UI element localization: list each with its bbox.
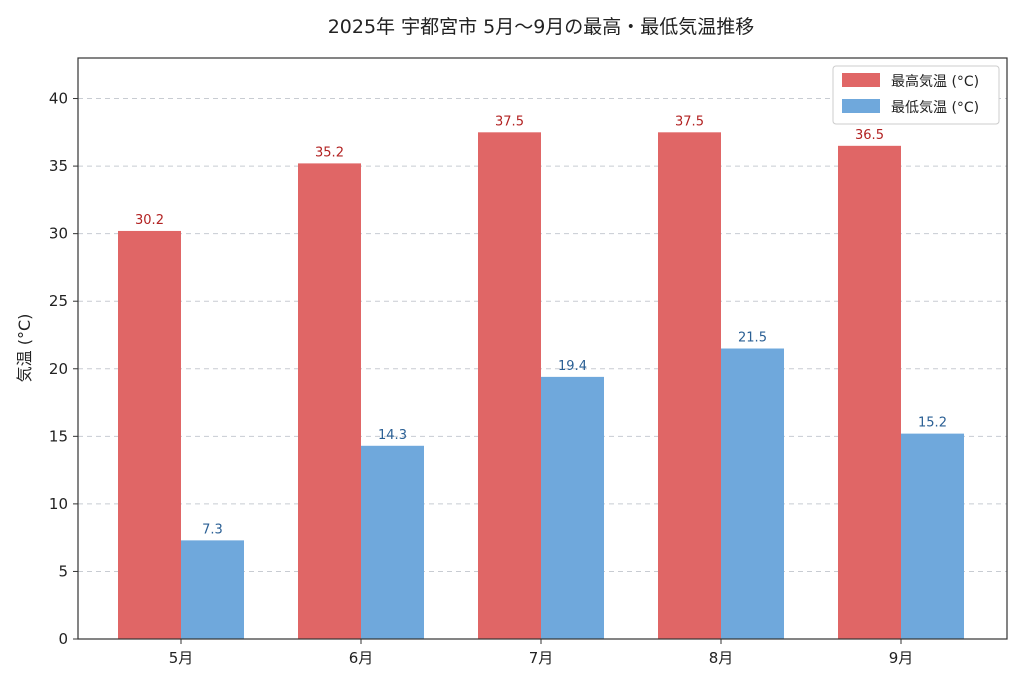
bar-min-temp (901, 433, 964, 639)
y-tick-label: 40 (49, 90, 68, 108)
legend-swatch-min (842, 99, 880, 113)
y-tick-label: 35 (49, 157, 68, 175)
legend-swatch-max (842, 73, 880, 87)
x-tick-label: 9月 (889, 649, 914, 667)
bar-min-temp (181, 540, 244, 639)
bar-min-temp (361, 445, 424, 639)
y-tick-label: 25 (49, 292, 68, 310)
chart-title: 2025年 宇都宮市 5月〜9月の最高・最低気温推移 (328, 16, 755, 38)
data-label-max: 35.2 (315, 145, 344, 160)
bar-max-temp (838, 145, 901, 640)
data-label-max: 37.5 (495, 114, 524, 129)
y-tick-label: 0 (58, 630, 68, 648)
y-tick-label: 10 (49, 495, 68, 513)
x-tick-label: 6月 (349, 649, 374, 667)
y-tick-label: 20 (49, 360, 68, 378)
bar-max-temp (478, 132, 541, 639)
legend: 最高気温 (°C) 最低気温 (°C) (832, 65, 1000, 125)
bar-min-temp (541, 376, 604, 639)
legend-label-max: 最高気温 (°C) (891, 73, 979, 90)
bar-max-temp (658, 132, 721, 639)
y-axis-label: 気温 (°C) (15, 314, 34, 383)
data-label-min: 21.5 (738, 331, 767, 346)
y-tick-label: 15 (49, 427, 68, 445)
data-label-min: 7.3 (202, 522, 223, 537)
data-label-min: 14.3 (378, 428, 407, 443)
legend-label-min: 最低気温 (°C) (891, 100, 979, 116)
x-axis: 5月 6月 7月 8月 9月 (169, 639, 914, 667)
data-label-max: 30.2 (135, 213, 164, 228)
data-label-min: 15.2 (918, 416, 947, 431)
x-tick-label: 5月 (169, 649, 194, 667)
y-axis: 0 5 10 15 20 25 30 35 40 (49, 90, 78, 648)
bar-min-temp (721, 348, 784, 639)
x-tick-label: 8月 (709, 649, 734, 667)
bar-max-temp (118, 230, 181, 639)
y-tick-label: 5 (58, 562, 68, 580)
bars (118, 132, 964, 640)
data-labels: 30.2 7.3 35.2 14.3 37.5 19.4 37.5 21.5 36.5 15.2 (135, 114, 947, 537)
plot-frame (77, 57, 1008, 640)
x-tick-label: 7月 (529, 649, 554, 667)
bar-max-temp (298, 163, 361, 640)
data-label-max: 36.5 (855, 128, 884, 143)
data-label-min: 19.4 (558, 359, 587, 374)
data-label-max: 37.5 (675, 114, 704, 129)
y-tick-label: 30 (49, 225, 68, 243)
